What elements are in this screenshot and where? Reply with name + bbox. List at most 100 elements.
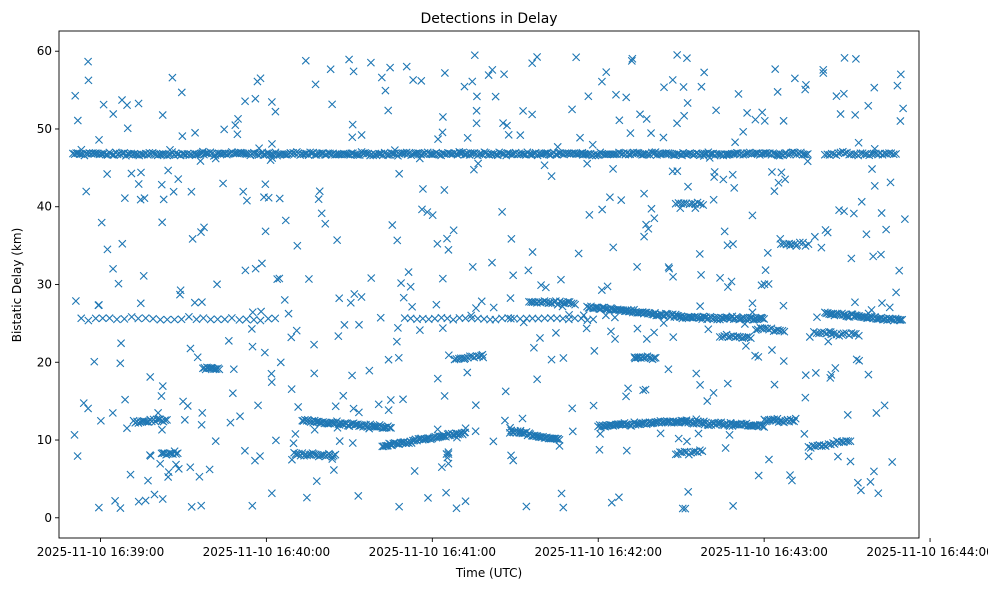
data-point [553,300,562,309]
data-point [172,460,180,469]
data-point [870,181,879,190]
data-point [461,314,470,323]
data-point [73,452,82,461]
data-point [650,148,659,157]
data-point [261,180,270,189]
data-point [463,368,472,377]
data-point [467,314,476,323]
data-point [90,357,99,366]
data-point [410,467,419,476]
data-point [731,149,740,158]
data-point [501,387,510,396]
data-point [157,180,166,189]
data-point [827,149,836,158]
data-point [780,327,789,336]
data-point [374,400,383,409]
data-point [824,440,833,449]
data-point [442,488,451,497]
data-point [164,166,173,175]
data-point [540,149,549,158]
x-axis-label: Time (UTC) [455,566,522,580]
data-point [696,380,705,389]
data-point [196,157,205,166]
data-point [415,326,424,335]
x-tick-label: 2025-11-10 16:40:00 [203,545,330,559]
data-point [474,159,483,168]
data-point [158,425,166,434]
data-point [557,489,566,498]
data-point [684,487,693,496]
data-point [764,455,773,464]
data-point [697,270,706,279]
data-point [293,241,302,250]
data-point [843,410,852,419]
data-point [528,314,537,323]
data-point [452,504,461,513]
data-point [355,320,363,329]
data-point [686,448,695,457]
y-tick-label: 20 [37,355,52,369]
data-point [211,437,220,446]
data-point [402,62,411,71]
data-point [349,67,358,76]
data-point [758,422,767,431]
data-point [452,433,461,442]
data-point [321,219,330,228]
data-point [240,446,249,455]
data-point [348,120,357,129]
data-point [468,77,477,86]
data-point [714,150,723,159]
data-point [751,115,760,124]
data-point [357,130,366,139]
data-point [291,450,300,459]
data-point [696,199,705,208]
data-point [197,420,206,429]
data-point [399,395,408,404]
data-point [77,314,86,323]
data-point [852,355,861,364]
data-point [174,175,183,184]
data-point [510,314,519,323]
data-point [537,281,546,290]
data-point [864,309,873,318]
data-point [853,478,862,487]
data-point [261,227,270,236]
data-point [157,449,166,458]
data-point [267,139,276,148]
data-point [408,302,417,311]
data-point [583,159,592,168]
data-point [470,353,479,362]
data-point [872,408,881,417]
data-point [385,423,394,432]
data-point [434,135,443,144]
data-point [642,334,651,343]
data-point [220,315,229,324]
data-point [139,417,148,426]
data-point [842,312,851,321]
data-point [778,326,787,335]
data-point [854,138,863,147]
data-point [509,456,518,465]
data-point [404,268,413,277]
data-point [722,151,731,160]
data-point [312,477,321,486]
data-point [728,170,737,179]
data-point [144,476,152,485]
data-point [757,281,766,290]
data-point [339,391,348,400]
data-point [727,277,736,286]
data-point [819,69,828,78]
data-point [123,101,132,110]
data-point [82,187,91,196]
data-point [164,468,173,477]
data-point [865,151,874,160]
data-point [346,298,355,307]
data-point [826,328,835,337]
data-point [165,145,174,154]
data-point [251,264,260,273]
data-point [712,106,721,115]
data-point [377,73,386,82]
data-point [684,182,693,191]
data-point [340,320,349,329]
data-point [810,442,819,451]
